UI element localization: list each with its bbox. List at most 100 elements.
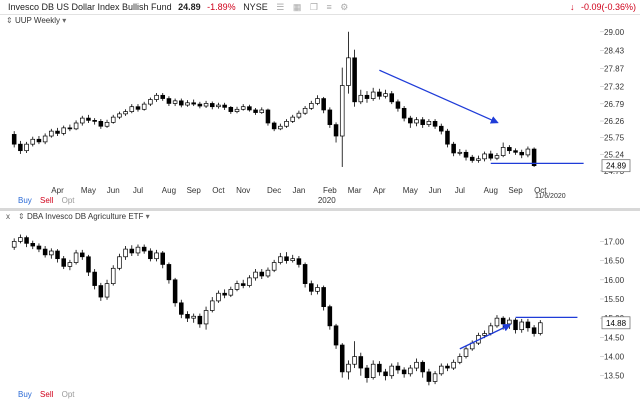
candle-body (463, 348, 469, 357)
x-tick-label: Jan (292, 186, 305, 195)
trade-buttons: Buy Sell Opt (18, 196, 75, 205)
candle-body (296, 112, 302, 118)
candle-body (24, 237, 29, 244)
candle-body (507, 319, 512, 325)
candle-body (290, 116, 295, 122)
candle-body (414, 361, 419, 369)
y-tick-label: 14.50 (604, 333, 625, 342)
x-tick-label: Oct (212, 186, 225, 195)
candle-body (494, 155, 500, 159)
close-panel-button[interactable]: x (6, 212, 10, 221)
list-icon[interactable]: ≡ (326, 2, 332, 12)
candle-body (395, 101, 401, 109)
dropdown-icon: ⇕ (6, 16, 13, 25)
dba-weekly-chart[interactable]: 17.0016.5016.0015.5015.0014.5014.0013.50… (11, 234, 631, 386)
candle-body (98, 285, 104, 298)
y-tick-label: 14.00 (604, 353, 625, 362)
candle-body (488, 153, 494, 159)
candle-body (420, 361, 425, 373)
candle-body (476, 158, 481, 161)
candle-body (148, 99, 153, 105)
candle-body (451, 143, 456, 154)
candle-body (160, 94, 166, 99)
candle-body (154, 94, 159, 100)
x-tick-label: Aug (484, 186, 498, 195)
change-percent: -1.89% (207, 2, 236, 12)
x-tick-label: Oct (534, 186, 547, 195)
top-chart-label[interactable]: ⇕ UUP Weekly ▾ (6, 16, 66, 25)
candle-body (507, 147, 512, 152)
candle-body (42, 135, 48, 143)
candle-body (321, 98, 326, 111)
candle-body (377, 363, 382, 373)
candle-body (265, 109, 271, 124)
candle-body (513, 319, 518, 331)
y-tick-label: 13.50 (604, 372, 625, 381)
settings-icon[interactable]: ⚙ (340, 2, 349, 12)
candle-body (538, 322, 543, 334)
candle-body (364, 367, 370, 378)
candle-body (30, 138, 36, 145)
candle-body (240, 106, 246, 110)
candle-body (141, 103, 147, 110)
uup-weekly-chart[interactable]: 29.00 28.43 27.87 27.32 26.79 26.26 25.75 25.24… (11, 28, 631, 195)
candle-body (148, 250, 153, 260)
candle-body (185, 313, 190, 319)
candle-body (401, 369, 407, 375)
candle-body (302, 107, 308, 114)
y-tick-label: 27.87 (604, 65, 625, 74)
candle-body (352, 57, 357, 103)
candle-body (141, 246, 147, 252)
candle-body (222, 292, 227, 296)
sell-button[interactable]: Sell (40, 390, 54, 399)
candle-body (290, 258, 295, 261)
candle-body (432, 121, 438, 127)
candle-body (86, 117, 91, 121)
x-tick-label: Mar (348, 186, 362, 195)
candle-body (11, 241, 17, 248)
buy-button[interactable]: Buy (18, 196, 32, 205)
buy-button[interactable]: Buy (18, 390, 32, 399)
candle-body (191, 315, 196, 319)
grid-icon[interactable]: ▦ (292, 2, 302, 12)
candle-body (197, 103, 203, 107)
last-price-label: 14.88 (606, 319, 627, 328)
sell-button[interactable]: Sell (40, 196, 54, 205)
candle-body (234, 108, 240, 112)
options-button[interactable]: Opt (61, 390, 75, 399)
y-tick-label: 15.50 (604, 295, 625, 304)
x-tick-label: Jul (455, 186, 465, 195)
candle-body (346, 57, 351, 86)
candle-body (253, 271, 258, 279)
y-tick-label: 29.00 (604, 28, 625, 37)
candle-body (216, 292, 221, 302)
x-tick-label: Jun (107, 186, 120, 195)
candle-body (500, 147, 506, 156)
last-price-marker (601, 159, 631, 173)
quote-header: Invesco DB US Dollar Index Bullish Fund … (0, 0, 640, 15)
candle-body (482, 333, 487, 336)
candle-body (284, 121, 289, 127)
candle-body (469, 156, 475, 161)
last-price: 24.89 (178, 2, 201, 12)
candle-body (216, 104, 221, 108)
candle-body (61, 127, 66, 134)
layers-icon[interactable]: ❐ (309, 2, 318, 12)
candle-body (123, 111, 128, 115)
x-tick-label: Feb (323, 186, 337, 195)
candle-body (383, 93, 388, 97)
candle-body (49, 130, 54, 137)
menu-icon[interactable]: ☰ (276, 2, 285, 12)
candle-body (179, 100, 184, 106)
candle-body (315, 287, 320, 292)
candle-body (228, 107, 234, 112)
bottom-chart-label[interactable]: ⇕ DBA Invesco DB Agriculture ETF ▾ (18, 212, 150, 221)
candle-body (104, 283, 110, 298)
options-button[interactable]: Opt (61, 196, 75, 205)
candle-body (333, 124, 339, 137)
fund-name: Invesco DB US Dollar Index Bullish Fund (8, 2, 172, 12)
panel-divider[interactable] (0, 208, 640, 211)
candle-body (438, 125, 444, 132)
y-tick-label: 25.75 (604, 134, 625, 143)
